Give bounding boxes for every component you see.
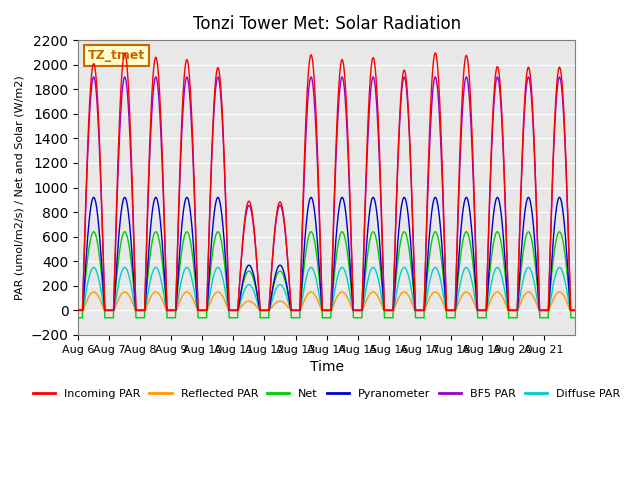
- Y-axis label: PAR (umol/m2/s) / Net and Solar (W/m2): PAR (umol/m2/s) / Net and Solar (W/m2): [15, 75, 25, 300]
- X-axis label: Time: Time: [310, 360, 344, 374]
- Legend: Incoming PAR, Reflected PAR, Net, Pyranometer, BF5 PAR, Diffuse PAR: Incoming PAR, Reflected PAR, Net, Pyrano…: [29, 384, 625, 403]
- Text: TZ_tmet: TZ_tmet: [88, 49, 145, 62]
- Title: Tonzi Tower Met: Solar Radiation: Tonzi Tower Met: Solar Radiation: [193, 15, 461, 33]
